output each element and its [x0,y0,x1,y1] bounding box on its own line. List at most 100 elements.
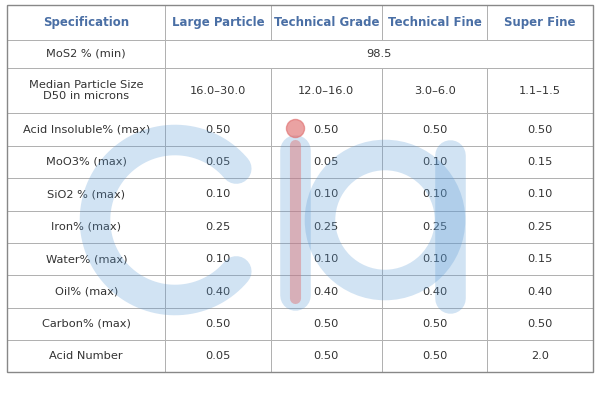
Bar [382,243,487,275]
Bar [487,5,593,40]
Text: MoO3% (max): MoO3% (max) [46,157,127,167]
Text: Technical Fine: Technical Fine [388,16,482,28]
Bar [487,178,593,211]
Text: 0.10: 0.10 [314,254,339,264]
Bar [382,275,487,308]
Text: 0.05: 0.05 [314,157,339,167]
Text: 0.50: 0.50 [422,124,448,135]
Text: 0.10: 0.10 [314,189,339,199]
Bar [487,243,593,275]
Text: 0.50: 0.50 [422,351,448,361]
Text: 0.50: 0.50 [422,319,448,329]
Text: 0.25: 0.25 [527,222,553,232]
Bar [271,308,382,340]
Bar [271,146,382,178]
Text: Super Fine: Super Fine [505,16,576,28]
Bar [271,211,382,243]
Bar [271,243,382,275]
Bar [166,243,271,275]
Bar [487,146,593,178]
Bar [7,146,166,178]
Text: MoS2 % (min): MoS2 % (min) [46,49,126,59]
Bar [7,178,166,211]
Text: 0.40: 0.40 [422,286,448,297]
Text: 0.50: 0.50 [205,124,231,135]
Text: 0.40: 0.40 [527,286,553,297]
Text: 0.50: 0.50 [314,124,339,135]
Text: 98.5: 98.5 [367,49,392,59]
Text: Acid Insoluble% (max): Acid Insoluble% (max) [23,124,150,135]
Bar [271,113,382,146]
Bar [166,340,271,372]
Text: Acid Number: Acid Number [49,351,123,361]
Bar [7,5,166,40]
Text: 0.50: 0.50 [314,319,339,329]
Text: Iron% (max): Iron% (max) [51,222,121,232]
Text: 0.25: 0.25 [422,222,448,232]
Text: Specification: Specification [43,16,130,28]
Text: Oil% (max): Oil% (max) [55,286,118,297]
Text: 0.15: 0.15 [527,157,553,167]
Bar [487,308,593,340]
Bar [7,68,166,113]
Text: 0.25: 0.25 [205,222,230,232]
Bar [487,68,593,113]
Text: Technical Grade: Technical Grade [274,16,379,28]
Text: SiO2 % (max): SiO2 % (max) [47,189,125,199]
Text: 0.15: 0.15 [527,254,553,264]
Bar [271,178,382,211]
Text: Water% (max): Water% (max) [46,254,127,264]
Text: 0.10: 0.10 [422,254,448,264]
Bar [487,113,593,146]
Bar [382,68,487,113]
Text: 0.10: 0.10 [205,189,231,199]
Bar [7,308,166,340]
Bar [271,68,382,113]
Text: 0.10: 0.10 [527,189,553,199]
Text: 16.0–30.0: 16.0–30.0 [190,86,246,96]
Bar [382,5,487,40]
Text: 0.50: 0.50 [527,124,553,135]
Bar [382,113,487,146]
Bar [166,68,271,113]
Text: 0.50: 0.50 [205,319,231,329]
Bar [382,178,487,211]
Text: Median Particle Size
D50 in microns: Median Particle Size D50 in microns [29,80,143,102]
Text: Large Particle: Large Particle [172,16,265,28]
Bar [166,5,271,40]
Bar [166,308,271,340]
Text: 0.05: 0.05 [205,157,231,167]
Bar [487,211,593,243]
Text: 0.10: 0.10 [422,157,448,167]
Bar [166,146,271,178]
Text: 0.40: 0.40 [314,286,339,297]
Text: 0.25: 0.25 [314,222,339,232]
Text: 12.0–16.0: 12.0–16.0 [298,86,355,96]
Bar [7,243,166,275]
Bar [7,40,166,68]
Bar [271,5,382,40]
Bar [7,275,166,308]
Bar [271,275,382,308]
Bar [166,178,271,211]
Bar [382,340,487,372]
Text: 0.10: 0.10 [422,189,448,199]
Text: 0.05: 0.05 [205,351,231,361]
Bar [7,113,166,146]
Bar [166,113,271,146]
Bar [271,340,382,372]
Text: 2.0: 2.0 [531,351,549,361]
Text: 1.1–1.5: 1.1–1.5 [519,86,561,96]
Text: 0.50: 0.50 [314,351,339,361]
Bar [382,308,487,340]
Bar [166,275,271,308]
Text: 0.50: 0.50 [527,319,553,329]
Bar [166,40,593,68]
Text: 0.40: 0.40 [205,286,230,297]
Bar [382,146,487,178]
Text: Carbon% (max): Carbon% (max) [42,319,131,329]
Text: 0.10: 0.10 [205,254,231,264]
Bar [487,275,593,308]
Text: 3.0–6.0: 3.0–6.0 [414,86,455,96]
Bar [487,340,593,372]
